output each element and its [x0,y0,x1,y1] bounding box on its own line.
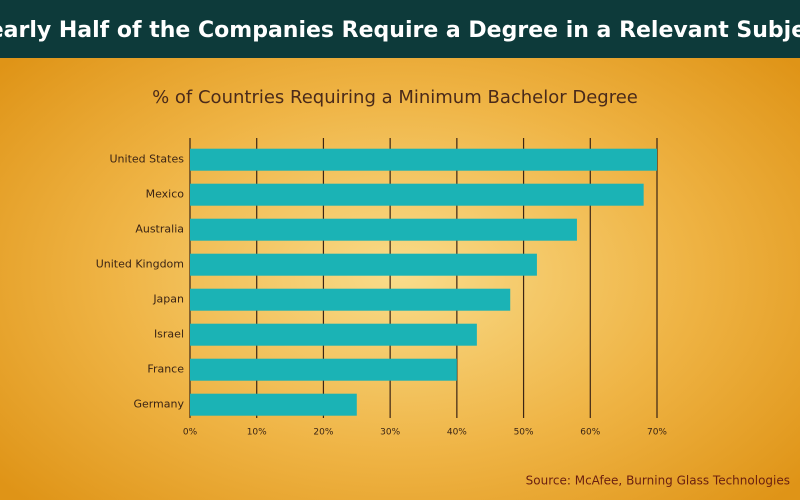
x-tick-label: 0% [183,428,198,438]
x-tick-label: 60% [580,428,600,438]
chart-title: Nearly Half of the Companies Require a D… [0,18,800,43]
y-tick-label: France [147,363,184,376]
bar [190,358,457,381]
x-tick-label: 10% [247,428,267,438]
bar [190,183,644,206]
bar [190,288,511,311]
y-tick-label: Australia [135,223,184,236]
y-tick-label: United States [110,153,185,166]
y-tick-label: Israel [154,328,184,341]
source-note: Source: McAfee, Burning Glass Technologi… [526,474,790,488]
y-tick-label: Germany [133,398,184,411]
bar [190,393,357,416]
y-tick-label: United Kingdom [96,258,184,271]
header-bar [0,0,800,58]
x-tick-label: 50% [514,428,534,438]
y-tick-label: Mexico [146,188,185,201]
x-tick-label: 40% [447,428,467,438]
bar [190,148,657,171]
bar [190,323,477,346]
bar [190,218,577,241]
y-tick-label: Japan [152,293,184,306]
x-tick-label: 20% [313,428,333,438]
x-tick-label: 70% [647,428,667,438]
bar [190,253,537,276]
chart-subtitle: % of Countries Requiring a Minimum Bache… [152,87,638,108]
x-tick-label: 30% [380,428,400,438]
